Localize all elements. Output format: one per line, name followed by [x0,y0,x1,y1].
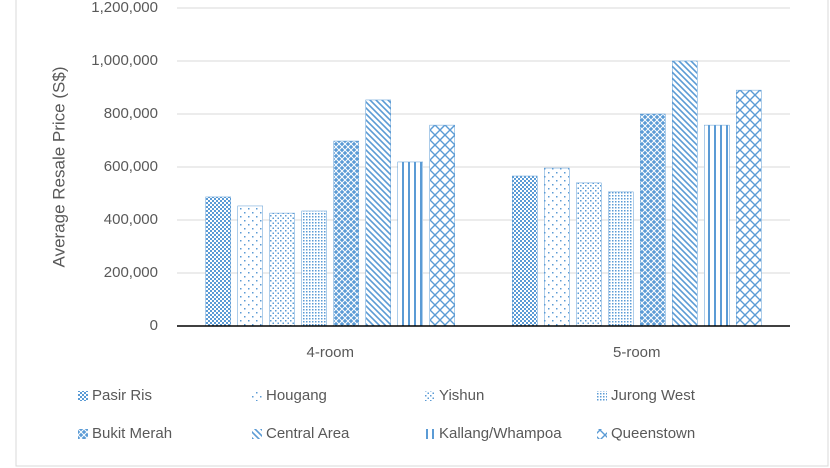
bar [301,210,327,327]
bar [429,124,455,327]
legend-swatch [78,391,88,401]
bar [672,60,698,327]
legend-swatch [425,391,435,401]
legend-swatch [252,391,262,401]
y-tick-label: 0 [150,317,158,334]
legend-label: Kallang/Whampoa [439,425,562,442]
y-tick-label: 400,000 [104,211,158,228]
legend-swatch [425,429,435,439]
x-tick-label: 4-room [306,344,354,361]
bar [269,212,295,327]
legend-swatch [78,429,88,439]
bar [365,99,391,327]
legend-swatch [597,391,607,401]
bar [237,205,263,327]
chart-border [15,0,829,467]
y-tick-label: 1,200,000 [91,0,158,16]
bar [736,89,762,327]
x-tick-label: 5-room [613,344,661,361]
bar [608,191,634,327]
legend-label: Central Area [266,425,350,442]
legend-label: Hougang [266,387,327,404]
bar [704,124,730,327]
bar [333,140,359,327]
legend-label: Pasir Ris [92,387,152,404]
bar [576,182,602,327]
legend-swatch [597,429,607,439]
bar [544,167,570,327]
y-axis-label: Average Resale Price (S$) [49,67,68,268]
legend-label: Yishun [439,387,484,404]
y-tick-label: 1,000,000 [91,52,158,69]
legend-swatch [252,429,262,439]
bar [512,175,538,327]
legend-label: Jurong West [611,387,696,404]
y-tick-label: 800,000 [104,105,158,122]
y-tick-label: 600,000 [104,158,158,175]
legend-label: Queenstown [611,425,695,442]
bar [640,113,666,327]
legend-label: Bukit Merah [92,425,172,442]
bar [397,161,423,327]
y-tick-label: 200,000 [104,264,158,281]
bar [205,196,231,327]
